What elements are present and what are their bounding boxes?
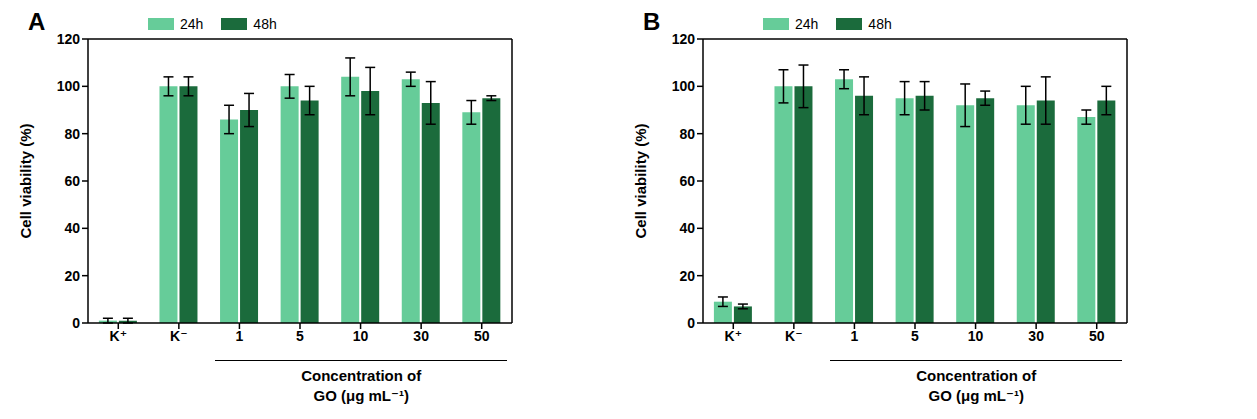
svg-text:100: 100: [672, 78, 696, 94]
svg-text:60: 60: [64, 173, 80, 189]
html-text:Concentration of GO (μg mL⁻¹): Concentration of GO (μg mL⁻¹): [916, 367, 1037, 404]
svg-text:60: 60: [679, 173, 695, 189]
svg-text:40: 40: [679, 220, 695, 236]
svg-text:K⁻: K⁻: [170, 328, 188, 344]
svg-text:10: 10: [353, 328, 369, 344]
html-text:A: A: [28, 8, 46, 35]
svg-text:30: 30: [413, 328, 429, 344]
svg-text:K⁻: K⁻: [785, 328, 803, 344]
svg-text:10: 10: [968, 328, 984, 344]
html-text:24h: 24h: [180, 16, 204, 32]
svg-text:0: 0: [72, 315, 80, 331]
svg-text:120: 120: [672, 31, 696, 47]
svg-text:30: 30: [1028, 328, 1044, 344]
svg-text:K⁺: K⁺: [110, 328, 128, 344]
svg-text:5: 5: [911, 328, 919, 344]
svg-text:80: 80: [64, 126, 80, 142]
svg-text:80: 80: [679, 126, 695, 142]
html-text:B: B: [643, 8, 661, 35]
svg-text:20: 20: [679, 268, 695, 284]
svg-text:Cell viability (%): Cell viability (%): [632, 123, 649, 238]
html-text:48h: 48h: [868, 16, 892, 32]
svg-text:20: 20: [64, 268, 80, 284]
html-text:24h: 24h: [795, 16, 819, 32]
html-text:48h: 48h: [253, 16, 277, 32]
svg-text:0: 0: [687, 315, 695, 331]
svg-text:1: 1: [851, 328, 859, 344]
svg-text:5: 5: [296, 328, 304, 344]
svg-text:K⁺: K⁺: [725, 328, 743, 344]
svg-text:Cell viability (%): Cell viability (%): [17, 123, 34, 238]
svg-text:120: 120: [57, 31, 81, 47]
svg-text:50: 50: [1089, 328, 1105, 344]
svg-text:1: 1: [236, 328, 244, 344]
svg-text:100: 100: [57, 78, 81, 94]
html-text:Concentration of GO (μg mL⁻¹): Concentration of GO (μg mL⁻¹): [301, 367, 422, 404]
svg-text:40: 40: [64, 220, 80, 236]
svg-text:50: 50: [474, 328, 490, 344]
